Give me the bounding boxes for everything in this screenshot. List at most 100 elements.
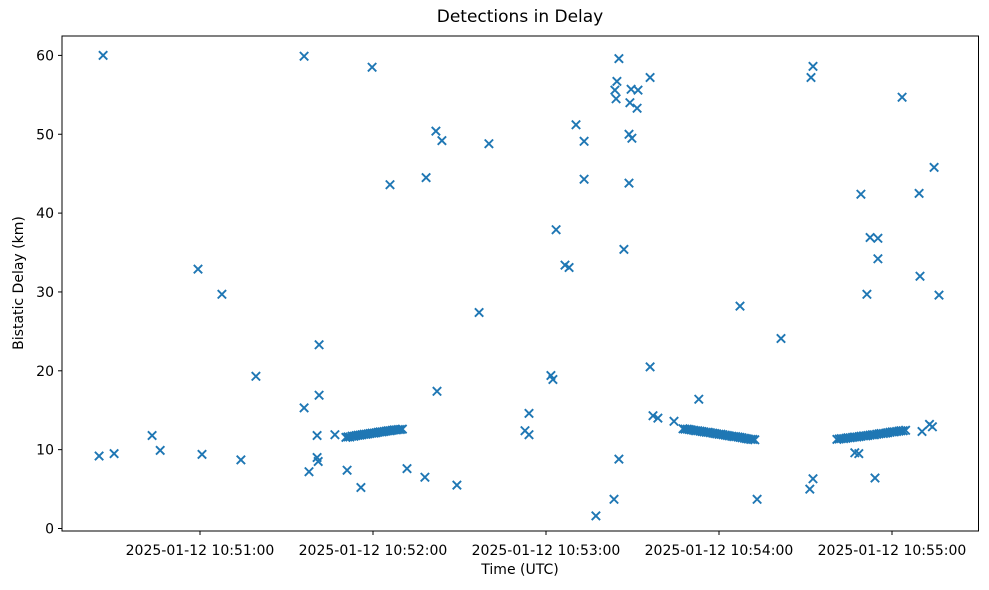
data-point-marker [591, 511, 601, 521]
data-point-marker [645, 362, 655, 372]
data-point-marker [669, 416, 679, 427]
data-point-marker [571, 119, 581, 130]
data-point-marker [873, 253, 883, 264]
y-tick-label: 40 [36, 206, 54, 222]
data-point-marker [330, 429, 340, 440]
data-point-marker [808, 473, 818, 484]
data-point-marker [609, 494, 619, 505]
data-point-marker [155, 445, 166, 456]
data-point-marker [627, 133, 637, 144]
data-point-marker [524, 408, 534, 419]
data-point-marker [856, 189, 866, 200]
data-point-marker [934, 290, 944, 300]
data-point-marker [548, 374, 558, 385]
data-point-marker [927, 421, 938, 432]
x-tick-label: 2025-01-12 10:51:00 [126, 543, 275, 559]
data-point-marker [865, 232, 875, 243]
data-point-marker [870, 473, 880, 483]
data-point-marker [474, 307, 484, 318]
data-point-marker [804, 484, 815, 494]
data-point-marker [402, 463, 412, 474]
data-point-marker [217, 289, 227, 300]
data-point-marker [421, 172, 431, 183]
data-point-marker [484, 138, 494, 149]
x-tick-label: 2025-01-12 10:53:00 [472, 543, 621, 559]
data-point-marker [420, 472, 430, 483]
data-point-marker [900, 425, 911, 436]
data-point-marker [610, 85, 620, 95]
x-axis-label: Time (UTC) [480, 562, 558, 578]
data-point-marker [929, 162, 939, 173]
chart-title: Detections in Delay [437, 7, 604, 27]
data-point-marker [749, 434, 760, 445]
data-point-marker [452, 480, 462, 490]
data-point-marker [147, 430, 157, 441]
data-points [94, 50, 944, 521]
data-point-marker [314, 339, 324, 350]
y-tick-label: 30 [36, 285, 54, 301]
data-point-marker [862, 289, 872, 300]
data-point-marker [98, 50, 108, 61]
data-point-marker [524, 429, 534, 440]
data-point-marker [193, 264, 203, 274]
data-point-marker [342, 465, 352, 476]
data-point-marker [645, 72, 655, 83]
data-point-marker [752, 494, 762, 505]
y-tick-label: 20 [36, 364, 54, 380]
data-point-marker [624, 178, 634, 188]
data-point-marker [898, 425, 909, 436]
data-point-marker [632, 103, 642, 114]
data-point-marker [614, 454, 624, 464]
x-tick-label: 2025-01-12 10:54:00 [645, 543, 794, 559]
data-point-marker [304, 466, 314, 477]
plot-frame [61, 35, 979, 532]
y-tick-label: 50 [36, 127, 54, 143]
data-point-marker [915, 271, 925, 282]
data-point-marker [551, 224, 561, 235]
data-point-marker [314, 390, 324, 401]
data-point-marker [395, 424, 406, 435]
data-point-marker [94, 451, 104, 461]
data-point-marker [197, 449, 207, 460]
data-point-marker [612, 76, 622, 87]
data-point-marker [625, 97, 635, 108]
data-point-marker [564, 262, 574, 273]
y-tick-label: 60 [36, 48, 54, 64]
data-point-marker [619, 244, 629, 255]
data-point-marker [385, 179, 395, 190]
data-point-marker [648, 410, 658, 421]
data-point-marker [614, 53, 624, 64]
data-point-marker [251, 371, 261, 382]
data-point-marker [432, 386, 442, 397]
data-point-marker [611, 93, 621, 104]
data-point-marker [312, 430, 322, 441]
data-point-marker [313, 456, 324, 467]
data-point-marker [693, 394, 704, 405]
data-point-marker [579, 136, 589, 147]
data-point-marker [367, 62, 377, 73]
data-point-marker [735, 301, 745, 311]
x-tick-label: 2025-01-12 10:52:00 [299, 543, 448, 559]
y-axis-label: Bistatic Delay (km) [11, 216, 27, 350]
data-point-marker [917, 426, 927, 437]
data-point-marker [914, 188, 924, 199]
data-point-marker [579, 174, 589, 185]
data-point-marker [808, 61, 818, 72]
x-tick-label: 2025-01-12 10:55:00 [818, 543, 967, 559]
y-axis-ticks: 0 10 20 30 40 50 60 [36, 48, 62, 538]
data-point-marker [356, 482, 366, 493]
data-point-marker [653, 413, 663, 423]
data-point-marker [109, 448, 119, 459]
data-point-marker [299, 403, 309, 413]
data-point-marker [437, 135, 447, 146]
data-point-marker [431, 126, 441, 136]
data-point-marker [236, 455, 246, 465]
data-point-marker [397, 424, 408, 434]
y-tick-label: 0 [45, 522, 54, 538]
data-point-marker [776, 333, 786, 344]
data-point-marker [806, 72, 816, 83]
data-point-marker [873, 233, 883, 244]
data-point-marker [897, 92, 907, 103]
